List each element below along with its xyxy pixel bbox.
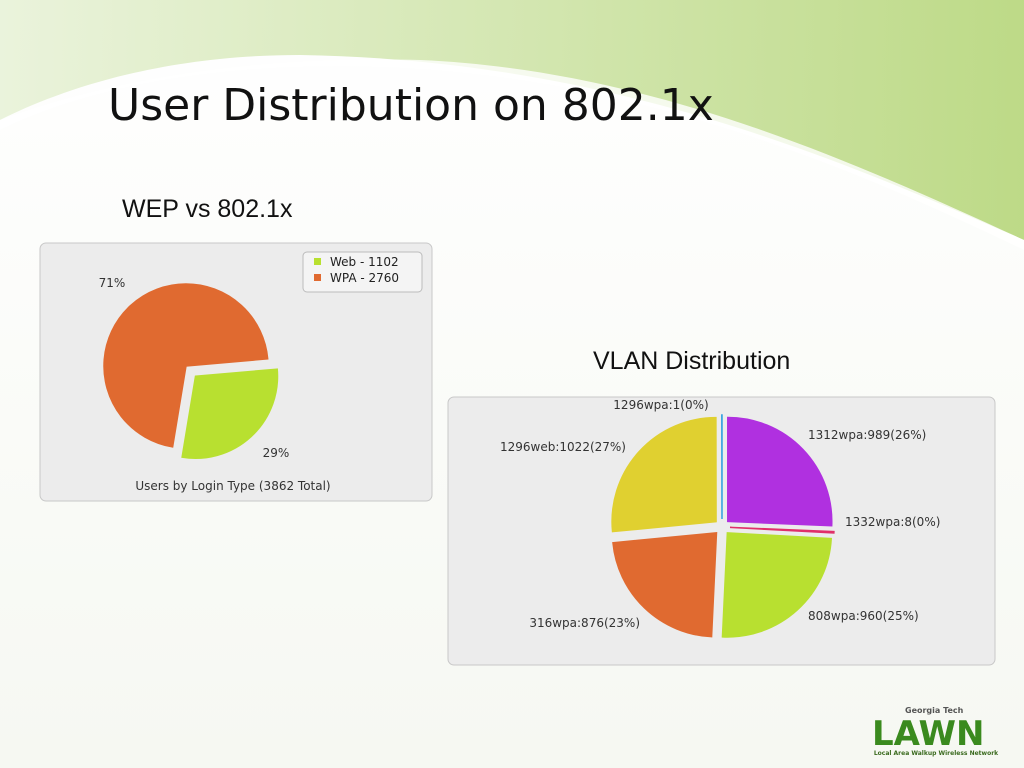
chart-heading: WEP vs 802.1x bbox=[122, 195, 293, 223]
logo-tagline: Local Area Walkup Wireless Network bbox=[874, 750, 999, 757]
swoosh bbox=[0, 0, 1024, 240]
slice-label: 29% bbox=[263, 446, 290, 460]
legend-box bbox=[302, 251, 423, 293]
pie-slice bbox=[103, 283, 269, 448]
pie-slice bbox=[612, 531, 718, 638]
slide-title: User Distribution on 802.1x bbox=[108, 80, 714, 131]
slice-label: 1312wpa:989(26%) bbox=[808, 428, 926, 442]
pie-slice bbox=[729, 526, 835, 534]
pie-slice bbox=[727, 416, 833, 527]
slice-label: 1296wpa:1(0%) bbox=[613, 398, 708, 412]
slice-label: 71% bbox=[99, 276, 126, 290]
legend-swatch bbox=[314, 274, 321, 281]
logo-name: LAWN bbox=[872, 714, 984, 754]
pie-slice bbox=[721, 532, 833, 638]
logo-org: Georgia Tech bbox=[905, 706, 964, 715]
chart-heading: VLAN Distribution bbox=[593, 347, 790, 375]
slice-label: 1332wpa:8(0%) bbox=[845, 515, 940, 529]
legend-label: WPA - 2760 bbox=[330, 271, 399, 285]
slice-label: 316wpa:876(23%) bbox=[529, 616, 640, 630]
chart-title: Users by Login Type (3862 Total) bbox=[135, 479, 330, 493]
slice-label: 1296web:1022(27%) bbox=[500, 440, 626, 454]
pie-slice bbox=[181, 368, 279, 460]
legend-label: Web - 1102 bbox=[330, 255, 399, 269]
pie-slice bbox=[611, 416, 717, 533]
swoosh-highlight bbox=[0, 59, 1024, 250]
slice-label: 808wpa:960(25%) bbox=[808, 609, 919, 623]
logo: Georgia Tech LAWN Local Area Walkup Wire… bbox=[872, 706, 999, 757]
legend-swatch bbox=[314, 258, 321, 265]
chart-panel bbox=[447, 396, 996, 666]
